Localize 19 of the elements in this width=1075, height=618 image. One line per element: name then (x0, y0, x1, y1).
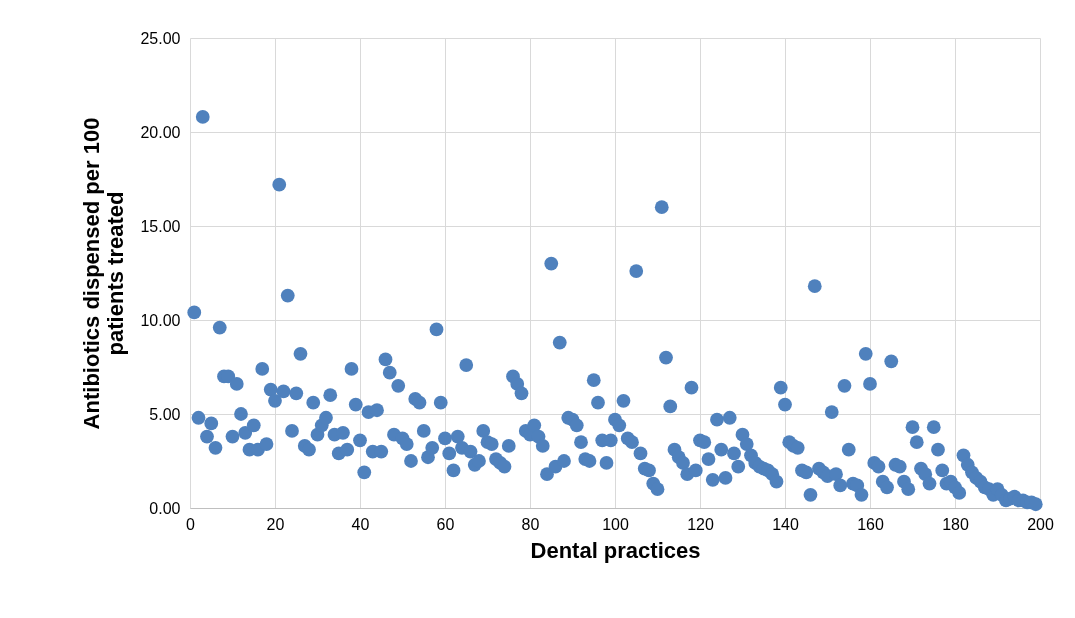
x-axis-title: Dental practices (530, 537, 701, 563)
y-tick-label: 10.00 (140, 311, 181, 329)
x-tick-label: 20 (266, 515, 285, 533)
x-tick-label: 60 (436, 515, 455, 533)
x-tick-label: 140 (772, 515, 799, 533)
x-tick-label: 80 (521, 515, 540, 533)
x-tick-label: 40 (351, 515, 370, 533)
y-tick-label: 15.00 (140, 217, 181, 235)
x-tick-label: 120 (687, 515, 714, 533)
x-tick-label: 160 (857, 515, 884, 533)
y-tick-label: 25.00 (140, 29, 181, 47)
x-tick-label: 0 (186, 515, 196, 533)
x-tick-label: 200 (1027, 515, 1054, 533)
x-tick-label: 180 (942, 515, 969, 533)
y-axis-title: Antibiotics dispensed per 100 patients treated (79, 117, 129, 430)
y-tick-label: 0.00 (149, 499, 181, 517)
y-tick-label: 20.00 (140, 123, 181, 141)
y-tick-label: 5.00 (149, 405, 181, 423)
x-tick-label: 100 (602, 515, 629, 533)
